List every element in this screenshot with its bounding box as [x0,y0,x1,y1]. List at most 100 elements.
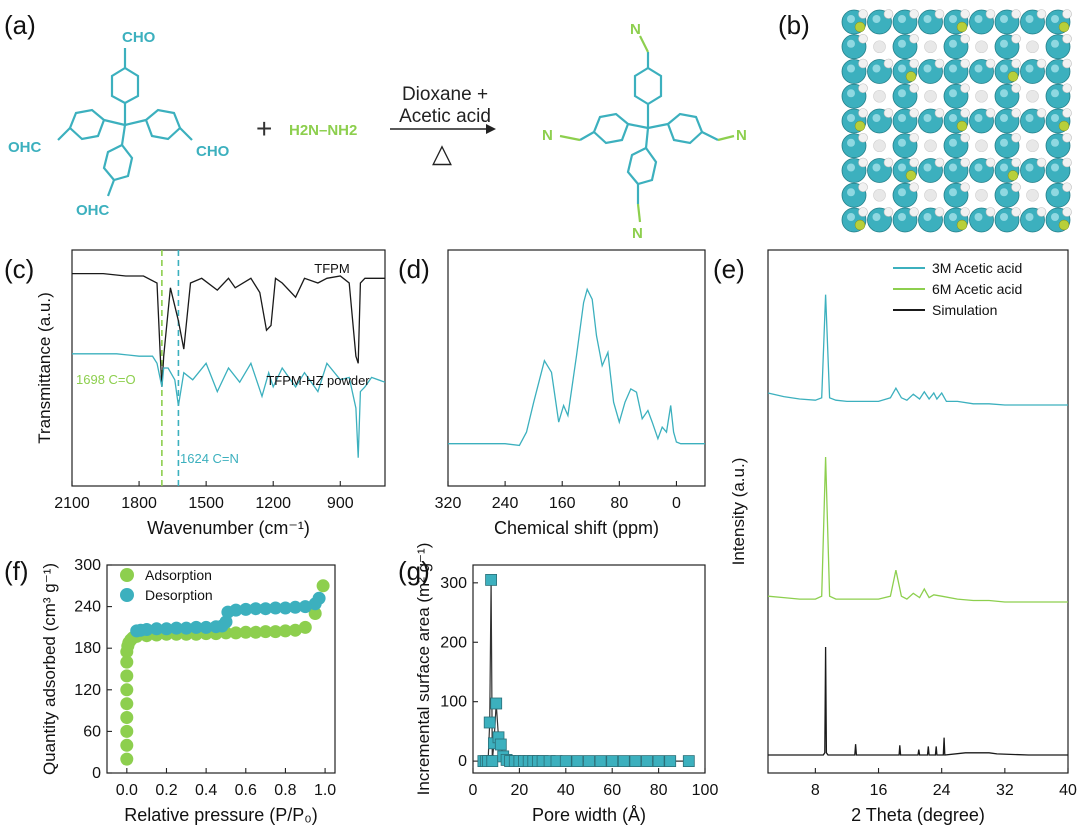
atom-highlight [872,114,881,122]
x-tick-label: 1.0 [314,782,336,799]
x-tick-label: 2100 [54,495,90,512]
pore-hydrogen [873,188,886,202]
atom-highlight [1051,64,1059,73]
adsorption-point [316,579,330,593]
x-tick-label: 32 [996,782,1014,799]
atom-highlight [949,188,957,197]
aldehyde-group-left: OHC [8,139,42,156]
pore-data-point [571,755,584,767]
atom-highlight [1051,39,1059,48]
hydrogen-atom [1011,182,1021,193]
plot-frame [447,249,706,487]
atom-highlight [898,64,906,73]
desorption-point [259,602,273,616]
hydrogen-atom [960,33,970,44]
hydrogen-atom [1062,58,1072,69]
x-tick-label: 40 [1059,782,1077,799]
pore-data-point [485,574,498,586]
nitrogen-atom [1007,170,1019,181]
pore-hydrogen [1026,40,1039,54]
pxrd-line-0 [767,294,1068,406]
hydrogen-atom [909,132,919,143]
atom-highlight [898,138,906,147]
atom-highlight [949,39,957,48]
atom-highlight [1051,163,1059,172]
hydrogen-atom [883,58,894,69]
atom-highlight [872,15,881,23]
hydrogen-atom [960,207,970,217]
hydrogen-atom [1036,58,1047,69]
adsorption-point [120,697,134,711]
atom-highlight [1051,114,1059,122]
hydrogen-atom [960,9,970,19]
atom-highlight [1000,64,1008,73]
hydrogen-atom [1011,157,1021,168]
hydrogen-atom [883,207,894,217]
atom-highlight [1051,15,1059,23]
atom-highlight [974,114,983,122]
hydrogen-atom [883,157,894,168]
adsorption-point [120,669,134,683]
adsorption-point [120,724,134,738]
y-axis-label: Incremental surface area (m² g⁻¹) [414,543,433,796]
hydrogen-atom [1011,108,1021,118]
desorption-point [209,620,223,634]
arrow-head [486,124,496,134]
desorption-point [269,601,282,615]
hydrogen-atom [1011,207,1021,217]
y-tick-label: 300 [440,575,467,592]
legend-label: Desorption [145,587,213,603]
nitrogen-atom [1058,219,1070,231]
x-tick-label: 0.4 [195,782,217,799]
desorption-point [239,602,253,616]
hydrogen-atom [1036,157,1047,168]
plot-frame [472,564,706,774]
x-tick-label: 1200 [255,495,291,512]
imine-n-left: N [542,127,553,144]
hydrogen-atom [1036,108,1047,118]
hydrogen-atom [1011,132,1021,143]
hydrogen-atom [934,207,945,217]
reaction-scheme: CHO OHC CHO OHC + H2N–NH2 Dioxane + Acet… [8,21,747,242]
y-tick-label: 120 [74,682,101,699]
adsorption-point [239,625,253,639]
pore-hydrogen [873,89,886,103]
y-tick-label: 180 [74,640,101,657]
adsorption-point [298,620,312,634]
atom-highlight [1000,39,1008,48]
x-tick-label: 80 [610,495,628,512]
atom-highlight [949,213,957,221]
annotation-label: 1624 C=N [180,451,239,466]
hydrogen-atom [934,157,945,168]
legend-marker [120,568,134,582]
hydrogen-atom [985,157,996,168]
desorption-point [288,600,302,614]
hydrogen-atom [858,33,868,44]
x-tick-label: 100 [692,782,719,799]
atom-highlight [847,163,855,172]
nitrogen-atom [905,170,917,181]
adsorption-point [288,623,302,637]
hydrogen-atom [1062,207,1072,217]
hydrogen-atom [1062,182,1072,193]
atom-highlight [847,15,855,23]
atom-highlight [1000,188,1008,197]
hydrogen-atom [1011,9,1021,19]
atom-highlight [949,64,957,73]
atom-highlight [1000,15,1008,23]
pore-hydrogen [1026,139,1039,153]
nitrogen-atom [1058,120,1070,132]
atom-highlight [1025,15,1034,23]
x-tick-label: 0.8 [274,782,296,799]
atom-highlight [974,163,983,172]
pore-hydrogen [1026,89,1039,103]
hydrogen-atom [858,83,868,94]
hydrogen-atom [883,9,894,19]
atom-highlight [1051,213,1059,221]
pore-data-point [617,755,630,767]
atom-highlight [898,89,906,98]
x-tick-label: 160 [549,495,576,512]
pore-data-point [629,755,642,767]
hydrogen-atom [858,157,868,168]
pore-data-point [652,755,665,767]
